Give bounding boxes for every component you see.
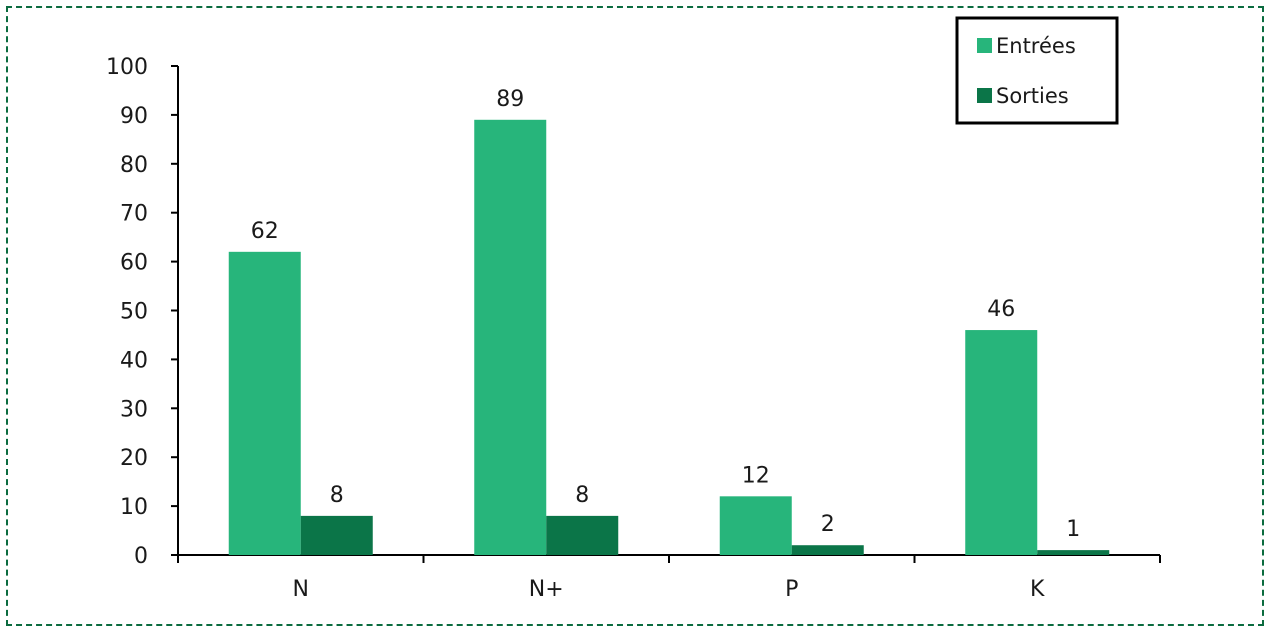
bars-group (228, 119, 1110, 555)
bar-entrees (474, 119, 547, 555)
data-label: 2 (821, 512, 835, 537)
data-label: 62 (251, 219, 279, 244)
y-tick-label: 60 (120, 251, 148, 276)
data-label: 12 (742, 463, 770, 488)
y-tick-label: 70 (120, 202, 148, 227)
data-labels-group: 62 89 12 46 8 8 2 1 (251, 87, 1081, 542)
data-label: 89 (496, 87, 524, 112)
y-tick-label: 40 (120, 348, 148, 373)
y-tick-label: 100 (106, 55, 148, 80)
bar-chart: 0 10 20 30 40 50 60 70 80 90 100 N N+ P K 62 89 12 46 8 8 2… (106, 16, 1161, 602)
legend-label: Entrées (996, 34, 1076, 58)
bar-sorties (300, 515, 373, 555)
y-tick-label: 10 (120, 495, 148, 520)
legend: Entrées Sorties (955, 16, 1119, 125)
bar-entrees (228, 251, 301, 555)
y-tick-label: 0 (134, 544, 148, 569)
y-tick-label: 90 (120, 104, 148, 129)
y-tick-label: 20 (120, 446, 148, 471)
data-label: 8 (330, 483, 344, 508)
x-category-label: P (785, 577, 798, 602)
legend-swatch (977, 38, 992, 53)
y-axis: 0 10 20 30 40 50 60 70 80 90 100 (106, 55, 179, 569)
data-label: 1 (1066, 517, 1080, 542)
x-category-label: N (293, 577, 309, 602)
y-tick-label: 80 (120, 153, 148, 178)
bar-sorties (546, 515, 619, 555)
x-category-label: N+ (529, 577, 564, 602)
bar-sorties (1037, 550, 1110, 555)
y-tick-label: 50 (120, 300, 148, 325)
legend-label: Sorties (996, 84, 1069, 108)
legend-box (955, 16, 1119, 125)
y-tick-label: 30 (120, 397, 148, 422)
bar-sorties (791, 545, 864, 555)
legend-swatch (977, 88, 992, 103)
bar-entrees (719, 496, 792, 555)
data-label: 8 (575, 483, 589, 508)
bar-entrees (965, 330, 1038, 555)
x-category-label: K (1030, 577, 1045, 602)
x-axis: N N+ P K (177, 554, 1161, 602)
data-label: 46 (987, 297, 1015, 322)
